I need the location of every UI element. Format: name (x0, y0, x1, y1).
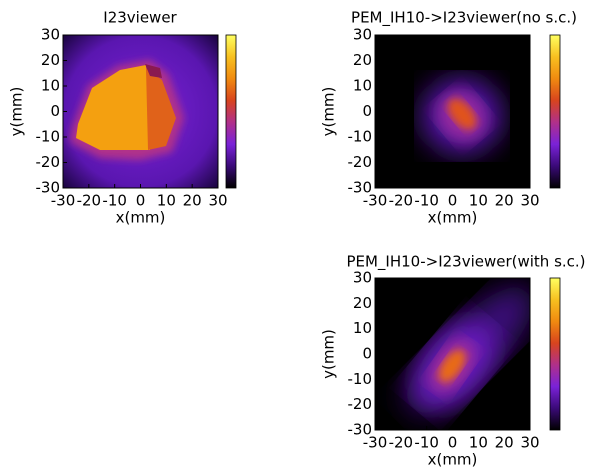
x-tick-label: 30 (520, 434, 539, 452)
x-tick-label: 20 (495, 434, 514, 452)
heatmap-image (375, 278, 530, 430)
heatmap-image (63, 35, 218, 188)
x-tick-label: 10 (157, 192, 176, 210)
x-tick-label: -10 (102, 192, 127, 210)
x-tick-label: 0 (136, 192, 146, 210)
y-tick-label: 30 (41, 26, 60, 44)
y-tick-label: 0 (362, 102, 372, 120)
x-axis-label: x(mm) (428, 209, 478, 227)
y-tick-label: 10 (41, 77, 60, 95)
y-tick-label: -20 (348, 153, 373, 171)
chart-title: PEM_IH10->I23viewer(with s.c.) (346, 253, 585, 272)
x-tick-label: 30 (208, 192, 227, 210)
x-tick-label: 20 (183, 192, 202, 210)
x-tick-label: -10 (414, 434, 439, 452)
y-tick-label: 20 (353, 51, 372, 69)
y-tick-label: -20 (36, 153, 61, 171)
x-tick-label: 10 (469, 434, 488, 452)
x-tick-label: 10 (469, 192, 488, 210)
x-tick-label: 20 (495, 192, 514, 210)
x-tick-label: 0 (448, 192, 458, 210)
x-tick-label: -30 (363, 192, 388, 210)
x-tick-label: -30 (51, 192, 76, 210)
x-tick-label: -20 (389, 192, 414, 210)
y-tick-label: -30 (36, 179, 61, 197)
x-axis-label: x(mm) (428, 451, 478, 469)
y-tick-label: 20 (353, 294, 372, 312)
x-tick-label: -20 (389, 434, 414, 452)
x-tick-label: 0 (448, 434, 458, 452)
x-tick-label: -20 (77, 192, 102, 210)
y-tick-label: -30 (348, 179, 373, 197)
chart-title: PEM_IH10->I23viewer(no s.c.) (351, 9, 577, 28)
y-tick-label: 20 (41, 51, 60, 69)
y-tick-label: -10 (348, 370, 373, 388)
y-tick-label: 10 (353, 319, 372, 337)
y-tick-label: 0 (362, 345, 372, 363)
colorbar (549, 277, 561, 431)
y-axis-label: y(mm) (320, 329, 338, 379)
y-tick-label: 30 (353, 269, 372, 287)
y-axis-label: y(mm) (320, 87, 338, 137)
x-axis-label: x(mm) (116, 209, 166, 227)
colorbar (549, 34, 561, 189)
chart-title: I23viewer (103, 9, 177, 27)
y-tick-label: -10 (36, 128, 61, 146)
y-tick-label: 30 (353, 26, 372, 44)
x-tick-label: -10 (414, 192, 439, 210)
y-tick-label: 0 (50, 102, 60, 120)
x-tick-label: -30 (363, 434, 388, 452)
colorbar (225, 34, 237, 189)
y-axis-label: y(mm) (8, 87, 26, 137)
y-tick-label: -10 (348, 128, 373, 146)
heatmap-image (375, 35, 530, 188)
y-tick-label: -30 (348, 421, 373, 439)
y-tick-label: 10 (353, 77, 372, 95)
x-tick-label: 30 (520, 192, 539, 210)
y-tick-label: -20 (348, 395, 373, 413)
